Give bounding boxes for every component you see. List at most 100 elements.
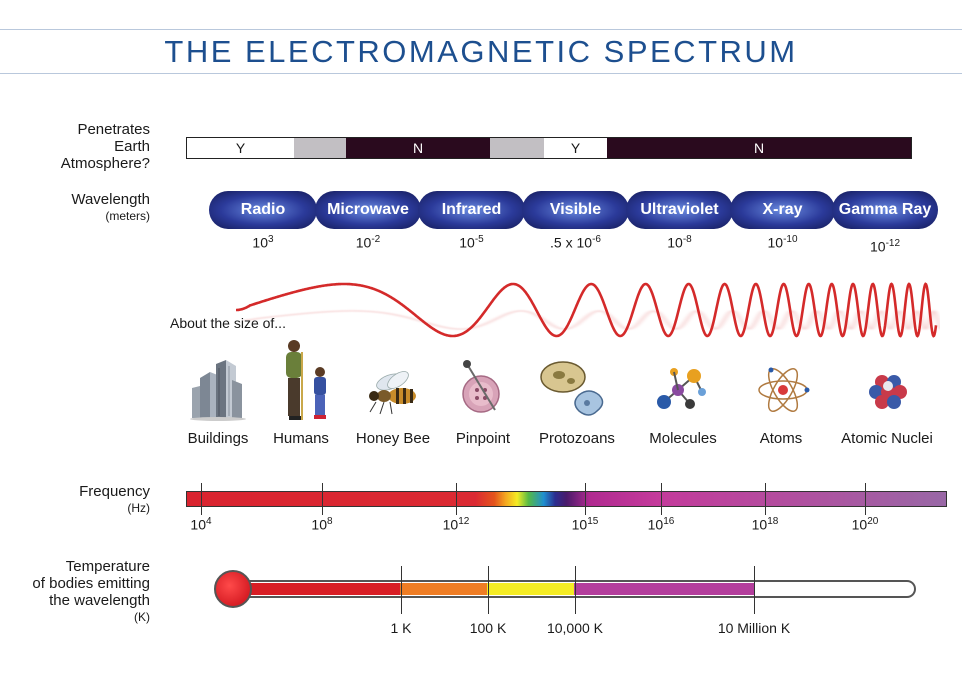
- temperature-label-line: Temperature: [65, 558, 150, 575]
- frequency-exponent: 15: [587, 516, 599, 527]
- frequency-tick: [456, 483, 457, 515]
- frequency-tick: [661, 483, 662, 515]
- honey-bee-icon: [369, 371, 416, 415]
- temperature-tick: [575, 566, 576, 614]
- frequency-exponent: 16: [663, 516, 675, 527]
- wavelength-base: 10: [252, 234, 268, 251]
- atomic-nuclei-icon: [869, 375, 907, 409]
- wavelength-base: 10: [576, 234, 593, 251]
- atmosphere-label-line: Earth: [114, 138, 150, 155]
- wavelength-base: 10: [667, 234, 683, 251]
- wavelength-exponent: -12: [885, 238, 901, 249]
- frequency-base: 10: [190, 516, 206, 533]
- atmosphere-segment-no: N: [607, 138, 911, 158]
- frequency-tick: [322, 483, 323, 515]
- band-infrared: Infrared: [418, 191, 525, 229]
- frequency-exponent: 8: [327, 516, 333, 527]
- wavelength-exponent: -5: [474, 234, 484, 245]
- frequency-base: 10: [442, 516, 459, 533]
- band-x-ray: X-ray: [730, 191, 835, 229]
- buildings-icon: [190, 360, 246, 421]
- frequency-tick-label: 104: [171, 516, 231, 533]
- frequency-tick-label: 1020: [835, 516, 895, 533]
- size-label: About the size of...: [170, 315, 286, 331]
- atmosphere-bar: Y N Y N: [186, 137, 912, 159]
- temperature-tick: [754, 566, 755, 614]
- wavelength-exponent: -8: [682, 234, 692, 245]
- wavelength-exponent: -6: [592, 234, 601, 245]
- wave-shadow: [244, 310, 940, 330]
- band-gamma-ray: Gamma Ray: [832, 191, 938, 229]
- wavelength-value: 103: [208, 234, 318, 251]
- wavelength-base: 10: [869, 238, 886, 255]
- temperature-tick-label: 10,000 K: [546, 620, 604, 636]
- band-microwave: Microwave: [315, 191, 421, 229]
- frequency-exponent: 4: [206, 516, 212, 527]
- thermometer-fill-red: [230, 583, 400, 595]
- temperature-label-line: of bodies emitting: [32, 575, 150, 592]
- wavelength-label-text: Wavelength: [71, 191, 150, 208]
- band-radio: Radio: [209, 191, 317, 229]
- band-ultraviolet: Ultraviolet: [626, 191, 733, 229]
- wavelength-exponent: -10: [783, 234, 798, 245]
- frequency-tick: [585, 483, 586, 515]
- frequency-base: 10: [851, 516, 868, 533]
- title-rule-bottom: [0, 73, 962, 74]
- temperature-tick-label: 100 K: [469, 620, 507, 636]
- humans-icon: [286, 340, 326, 420]
- wavelength-value: 10-2: [313, 234, 423, 251]
- wavelength-base: 10: [355, 234, 372, 251]
- wavelength-unit: (meters): [105, 209, 150, 223]
- atom-icon: [758, 367, 810, 413]
- wavelength-value: 10-10: [728, 234, 838, 251]
- size-label-humans: Humans: [273, 430, 329, 447]
- thermometer-fill-purple: [574, 583, 754, 595]
- frequency-bar: [186, 491, 947, 507]
- protozoans-icon: [540, 361, 604, 416]
- wavelength-base: 10: [767, 234, 784, 251]
- temperature-tick-label: 10 Million K: [717, 620, 791, 636]
- pinpoint-icon: [462, 360, 500, 413]
- frequency-base: 10: [647, 516, 664, 533]
- wavelength-value: 10-8: [625, 234, 735, 251]
- temperature-label: Temperature of bodies emitting the wavel…: [0, 558, 150, 626]
- thermometer-fill-orange: [400, 583, 487, 595]
- temperature-tick: [401, 566, 402, 614]
- wavelength-exponent: 3: [268, 234, 274, 245]
- wavelength-value: 10-12: [830, 238, 940, 255]
- frequency-tick-label: 1018: [735, 516, 795, 533]
- frequency-label: Frequency (Hz): [0, 483, 150, 517]
- atmosphere-label: Penetrates Earth Atmosphere?: [0, 121, 150, 172]
- thermometer-fill-yellow: [487, 583, 574, 595]
- frequency-tick-label: 108: [292, 516, 352, 533]
- size-label-protozoans: Protozoans: [539, 430, 615, 447]
- atmosphere-segment-yes: Y: [544, 138, 607, 158]
- temperature-label-line: the wavelength: [49, 592, 150, 609]
- wavelength-label: Wavelength (meters): [0, 191, 150, 225]
- atmosphere-segment-yes: Y: [187, 138, 294, 158]
- size-label-buildings: Buildings: [187, 430, 249, 447]
- wave-graphic: [236, 282, 940, 338]
- frequency-label-text: Frequency: [79, 483, 150, 500]
- frequency-base: 10: [571, 516, 588, 533]
- size-label-atomic-nuclei: Atomic Nuclei: [841, 430, 933, 447]
- frequency-exponent: 20: [867, 516, 879, 527]
- wavelength-value: 10-5: [417, 234, 527, 251]
- size-label-pinpoint: Pinpoint: [455, 430, 511, 447]
- wavelength-exponent: -2: [371, 234, 381, 245]
- frequency-unit: (Hz): [127, 501, 150, 515]
- size-label-molecules: Molecules: [649, 430, 717, 447]
- frequency-tick: [201, 483, 202, 515]
- atmosphere-segment-partial: [490, 138, 544, 158]
- frequency-tick: [865, 483, 866, 515]
- wavelength-base: 10: [459, 234, 475, 251]
- size-label-honey-bee: Honey Bee: [355, 430, 431, 447]
- atmosphere-segment-no: N: [346, 138, 490, 158]
- frequency-tick-label: 1016: [631, 516, 691, 533]
- frequency-tick: [765, 483, 766, 515]
- frequency-base: 10: [751, 516, 768, 533]
- wave-line: [236, 282, 938, 338]
- frequency-exponent: 18: [767, 516, 779, 527]
- temperature-tick-label: 1 K: [390, 620, 412, 636]
- thermometer-tube: [230, 580, 916, 598]
